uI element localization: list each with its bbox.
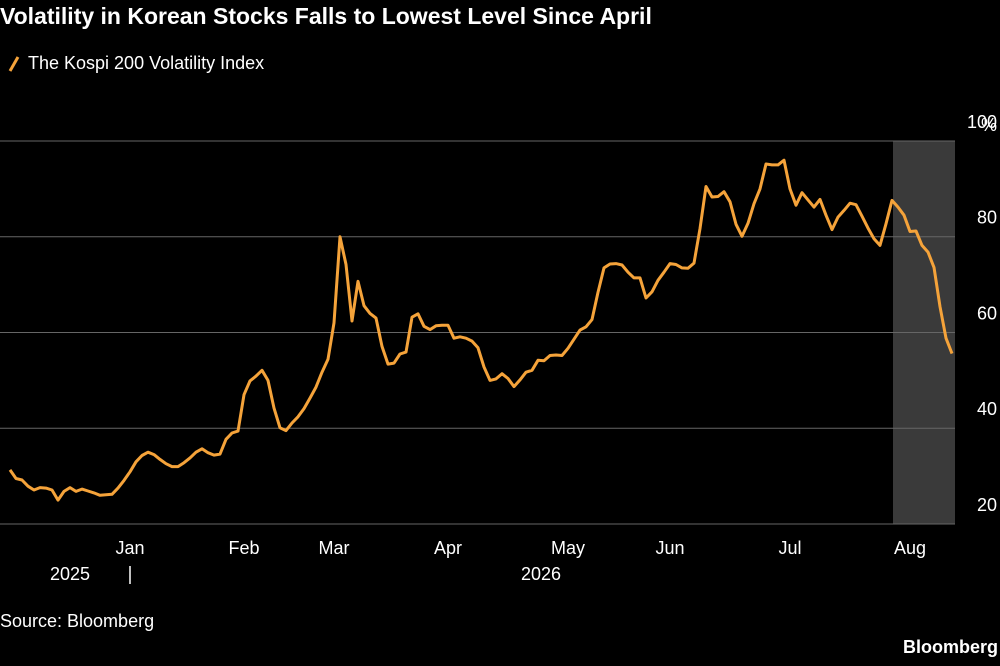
brand: Bloomberg — [903, 637, 998, 657]
series-line — [8, 158, 954, 502]
x-tick-label: Jul — [778, 538, 801, 558]
x-tick-label: May — [551, 538, 585, 558]
chart-title: Volatility in Korean Stocks Falls to Low… — [0, 3, 652, 29]
source: Source: Bloomberg — [0, 611, 154, 631]
x-tick-label: Aug — [894, 538, 926, 558]
year-label: 2026 — [521, 564, 561, 584]
x-tick-label: Feb — [228, 538, 259, 558]
x-tick-label: Apr — [434, 538, 462, 558]
legend-swatch — [8, 56, 20, 72]
year-label: 2025 — [50, 564, 90, 584]
x-tick-label: Jan — [115, 538, 144, 558]
y-tick-label: 100 — [967, 112, 997, 132]
legend-label: The Kospi 200 Volatility Index — [28, 53, 264, 73]
y-tick-label: 20 — [977, 495, 997, 515]
x-tick-label: Mar — [319, 538, 350, 558]
y-tick-label: 60 — [977, 303, 997, 323]
y-unit: % — [981, 115, 997, 135]
y-tick-label: 40 — [977, 399, 997, 419]
x-tick-label: Jun — [655, 538, 684, 558]
y-tick-label: 80 — [977, 208, 997, 228]
